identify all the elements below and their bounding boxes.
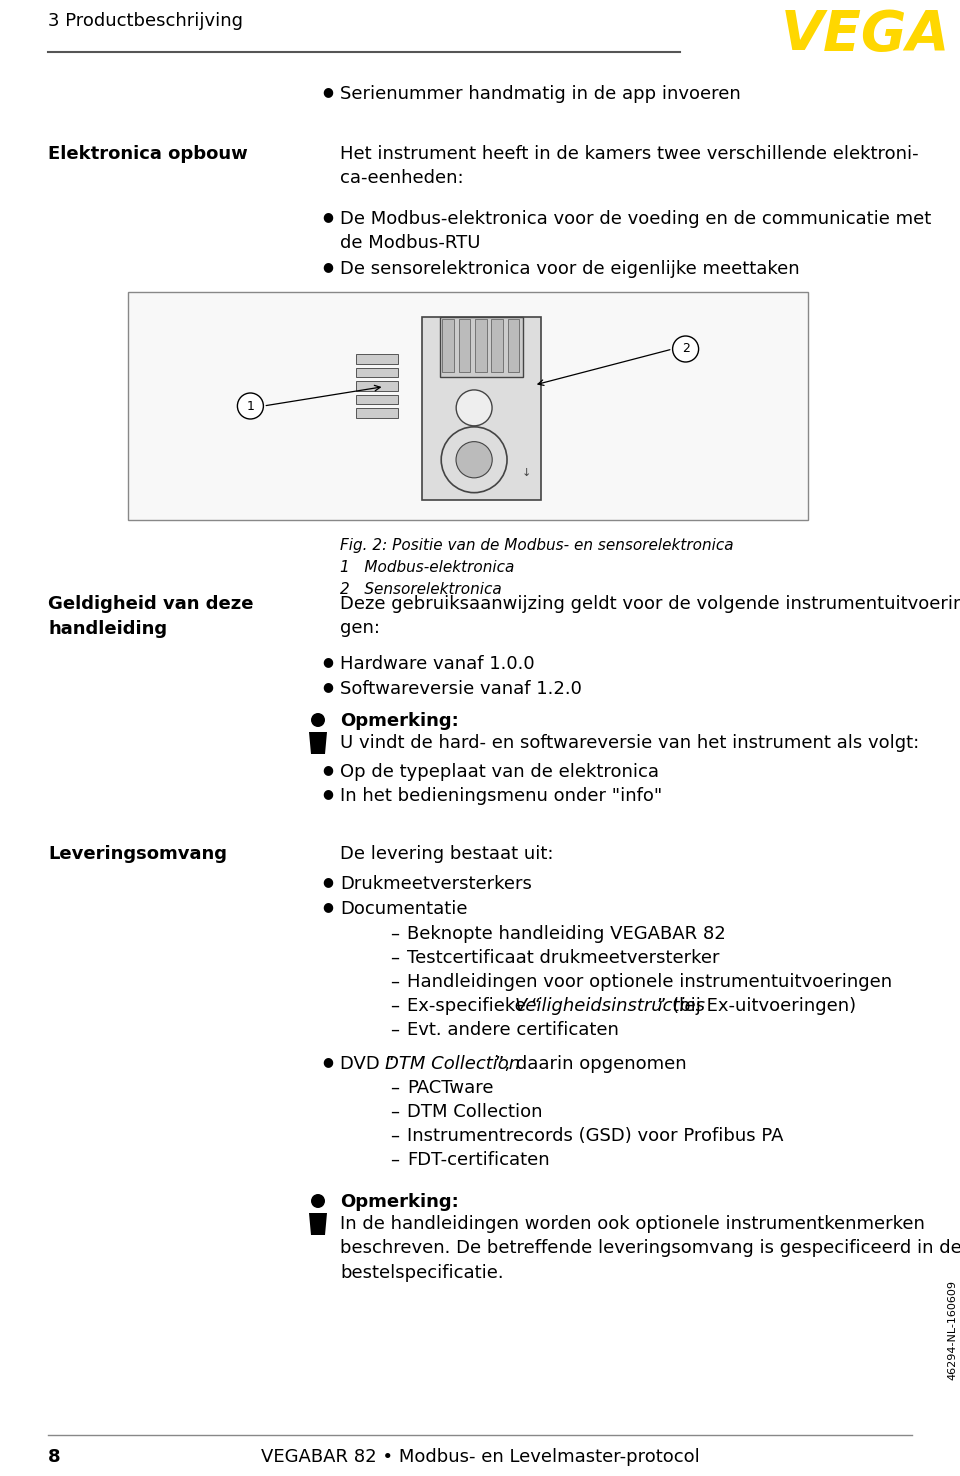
Text: Geldigheid van deze
handleiding: Geldigheid van deze handleiding: [48, 595, 253, 638]
Text: VEGA: VEGA: [780, 7, 950, 62]
Text: Leveringsomvang: Leveringsomvang: [48, 844, 227, 863]
Circle shape: [311, 713, 325, 728]
Text: Hardware vanaf 1.0.0: Hardware vanaf 1.0.0: [340, 655, 535, 673]
Text: –: –: [391, 1079, 399, 1097]
Text: Testcertificaat drukmeetversterker: Testcertificaat drukmeetversterker: [407, 949, 719, 967]
Text: Ex-specifieke “: Ex-specifieke “: [407, 996, 540, 1015]
Text: ” (bij Ex-uitvoeringen): ” (bij Ex-uitvoeringen): [657, 996, 856, 1015]
Text: 3 Productbeschrijving: 3 Productbeschrijving: [48, 12, 243, 30]
Text: Veiligheidsinstructies: Veiligheidsinstructies: [515, 996, 706, 1015]
Text: –: –: [391, 1128, 399, 1145]
Text: Softwareversie vanaf 1.2.0: Softwareversie vanaf 1.2.0: [340, 680, 582, 698]
Text: 46294-NL-160609: 46294-NL-160609: [947, 1280, 957, 1380]
Text: U vindt de hard- en softwareversie van het instrument als volgt:: U vindt de hard- en softwareversie van h…: [340, 734, 920, 751]
Text: 2: 2: [682, 342, 689, 356]
Text: VEGABAR 82 • Modbus- en Levelmaster-protocol: VEGABAR 82 • Modbus- en Levelmaster-prot…: [260, 1448, 700, 1466]
Text: –: –: [391, 996, 399, 1015]
Bar: [508, 319, 519, 372]
Bar: [492, 319, 503, 372]
Bar: [441, 317, 523, 378]
Polygon shape: [309, 732, 327, 754]
Text: Op de typeplaat van de elektronica: Op de typeplaat van de elektronica: [340, 763, 659, 781]
Text: –: –: [391, 1151, 399, 1169]
Text: Deze gebruiksaanwijzing geldt voor de volgende instrumentuitvoerin-
gen:: Deze gebruiksaanwijzing geldt voor de vo…: [340, 595, 960, 638]
Text: Handleidingen voor optionele instrumentuitvoeringen: Handleidingen voor optionele instrumentu…: [407, 973, 892, 990]
Bar: [459, 319, 470, 372]
Text: ●: ●: [323, 763, 333, 776]
Text: –: –: [391, 973, 399, 990]
Text: In de handleidingen worden ook optionele instrumentkenmerken
beschreven. De betr: In de handleidingen worden ook optionele…: [340, 1215, 960, 1281]
Circle shape: [237, 393, 263, 419]
Text: FDT-certificaten: FDT-certificaten: [407, 1151, 550, 1169]
Text: Drukmeetversterkers: Drukmeetversterkers: [340, 875, 532, 893]
Text: ●: ●: [323, 875, 333, 889]
Text: Opmerking:: Opmerking:: [340, 1193, 459, 1210]
Text: ●: ●: [323, 1055, 333, 1069]
Circle shape: [673, 337, 699, 362]
Text: ●: ●: [323, 210, 333, 223]
Text: ●: ●: [323, 787, 333, 800]
Text: Serienummer handmatig in de app invoeren: Serienummer handmatig in de app invoeren: [340, 86, 741, 103]
Bar: [356, 394, 397, 404]
Text: DVD “: DVD “: [340, 1055, 395, 1073]
Text: ●: ●: [323, 260, 333, 273]
Bar: [356, 409, 397, 418]
Circle shape: [311, 1194, 325, 1207]
Text: DTM Collection: DTM Collection: [407, 1103, 542, 1120]
Text: ●: ●: [323, 86, 333, 97]
Bar: [356, 354, 397, 363]
Text: PACTware: PACTware: [407, 1079, 493, 1097]
Text: De Modbus-elektronica voor de voeding en de communicatie met
de Modbus-RTU: De Modbus-elektronica voor de voeding en…: [340, 210, 931, 252]
Text: ●: ●: [323, 655, 333, 669]
Bar: [421, 317, 541, 500]
Polygon shape: [309, 1213, 327, 1235]
Text: Het instrument heeft in de kamers twee verschillende elektroni-
ca-eenheden:: Het instrument heeft in de kamers twee v…: [340, 145, 919, 187]
Text: Evt. andere certificaten: Evt. andere certificaten: [407, 1021, 619, 1039]
Text: Opmerking:: Opmerking:: [340, 711, 459, 731]
Bar: [356, 368, 397, 378]
Text: 2   Sensorelektronica: 2 Sensorelektronica: [340, 582, 502, 596]
Text: DTM Collection: DTM Collection: [385, 1055, 520, 1073]
Text: Instrumentrecords (GSD) voor Profibus PA: Instrumentrecords (GSD) voor Profibus PA: [407, 1128, 783, 1145]
Text: ↓: ↓: [522, 468, 531, 478]
Text: De levering bestaat uit:: De levering bestaat uit:: [340, 844, 554, 863]
Bar: [443, 319, 454, 372]
Bar: [475, 319, 487, 372]
Text: 1: 1: [247, 400, 254, 412]
Text: Elektronica opbouw: Elektronica opbouw: [48, 145, 248, 162]
Text: De sensorelektronica voor de eigenlijke meettaken: De sensorelektronica voor de eigenlijke …: [340, 260, 800, 277]
Text: ●: ●: [323, 680, 333, 694]
Text: Documentatie: Documentatie: [340, 900, 468, 918]
Circle shape: [456, 441, 492, 478]
Text: ●: ●: [323, 900, 333, 914]
Text: Fig. 2: Positie van de Modbus- en sensorelektronica: Fig. 2: Positie van de Modbus- en sensor…: [340, 537, 733, 554]
Text: –: –: [391, 949, 399, 967]
Text: –: –: [391, 1021, 399, 1039]
Circle shape: [456, 390, 492, 425]
Circle shape: [442, 427, 507, 493]
Text: 8: 8: [48, 1448, 60, 1466]
Text: Beknopte handleiding VEGABAR 82: Beknopte handleiding VEGABAR 82: [407, 925, 726, 943]
Text: 1   Modbus-elektronica: 1 Modbus-elektronica: [340, 559, 515, 576]
Bar: [128, 292, 808, 520]
Text: –: –: [391, 1103, 399, 1120]
Text: In het bedieningsmenu onder "info": In het bedieningsmenu onder "info": [340, 787, 662, 804]
Text: ”, daarin opgenomen: ”, daarin opgenomen: [495, 1055, 686, 1073]
Bar: [356, 381, 397, 391]
Text: –: –: [391, 925, 399, 943]
